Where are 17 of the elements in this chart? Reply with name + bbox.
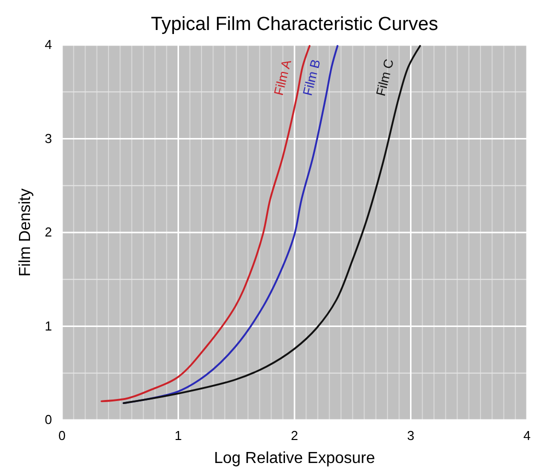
- text: Film C: [372, 57, 397, 98]
- x-tick-label: 1: [174, 428, 182, 443]
- text: Film B: [300, 58, 324, 98]
- x-tick-label: 0: [58, 428, 66, 443]
- x-axis-title: Log Relative Exposure: [214, 450, 376, 467]
- y-axis-title: Film Density: [17, 188, 34, 277]
- text: Film A: [270, 58, 294, 97]
- y-tick-label: 3: [44, 130, 52, 146]
- y-tick-label: 2: [44, 224, 52, 240]
- y-tick-label: 1: [44, 318, 52, 334]
- y-tick-label: 4: [44, 37, 52, 52]
- chart-title: Typical Film Characteristic Curves: [150, 14, 438, 35]
- x-tick-label: 4: [523, 428, 531, 443]
- x-tick-label: 3: [407, 428, 414, 443]
- y-tick-label: 0: [44, 412, 52, 427]
- line-series: [122, 45, 421, 404]
- x-tick-label: 2: [290, 428, 298, 443]
